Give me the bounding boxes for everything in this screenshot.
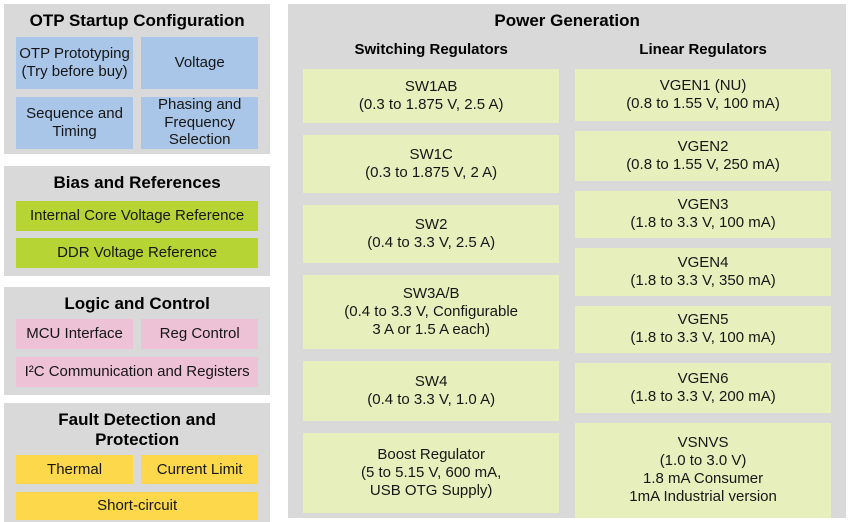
box-current-limit: Current Limit [141,455,259,485]
regulator-spec: (1.0 to 3.0 V) 1.8 mA Consumer 1mA Indus… [629,452,777,506]
box-sw3ab: SW3A/B (0.4 to 3.3 V, Configurable 3 A o… [303,274,560,349]
box-sequence-and-timing: Sequence and Timing [16,96,134,149]
regulator-spec: (5 to 5.15 V, 600 mA, USB OTG Supply) [360,463,502,499]
box-sw4: SW4 (0.4 to 3.3 V, 1.0 A) [303,360,560,421]
power-generation-columns: Switching Regulators SW1AB (0.3 to 1.875… [300,37,834,522]
regulator-spec: (1.8 to 3.3 V, 350 mA) [630,271,776,289]
regulator-name: SW1C [409,145,453,163]
section-power-generation: Power Generation Switching Regulators SW… [288,4,846,518]
box-internal-core-voltage-reference: Internal Core Voltage Reference [16,200,259,231]
section-title-bias: Bias and References [53,173,221,192]
regulator-spec: (0.3 to 1.875 V, 2.5 A) [358,95,504,113]
section-title-power-generation: Power Generation [494,11,640,30]
regulator-spec: (1.8 to 3.3 V, 100 mA) [630,329,776,347]
regulator-name: VGEN6 [677,369,729,387]
box-reg-control: Reg Control [141,319,259,350]
left-column: OTP Startup Configuration OTP Prototypin… [4,4,271,522]
regulator-spec: (0.3 to 1.875 V, 2 A) [365,163,498,181]
box-vgen3: VGEN3 (1.8 to 3.3 V, 100 mA) [575,190,831,238]
fault-box-grid: Thermal Current Limit [16,455,259,485]
box-ddr-voltage-reference: DDR Voltage Reference [16,237,259,268]
regulator-spec: (0.4 to 3.3 V, 2.5 A) [367,233,496,251]
regulator-spec: (0.4 to 3.3 V, 1.0 A) [367,390,496,408]
box-mcu-interface: MCU Interface [16,319,134,350]
section-fault-detection-protection: Fault Detection and Protection Thermal C… [4,403,271,522]
box-vsnvs: VSNVS (1.0 to 3.0 V) 1.8 mA Consumer 1mA… [575,422,831,518]
section-bias-and-references: Bias and References Internal Core Voltag… [4,166,271,276]
heading-linear-regulators: Linear Regulators [639,40,767,58]
box-phasing-frequency-selection: Phasing and Frequency Selection [141,96,259,149]
box-thermal: Thermal [16,455,134,485]
section-title-fault: Fault Detection and Protection [58,410,216,449]
regulator-spec: (1.8 to 3.3 V, 200 mA) [630,387,776,405]
box-sw1c: SW1C (0.3 to 1.875 V, 2 A) [303,134,560,193]
regulator-spec: (0.8 to 1.55 V, 250 mA) [626,155,780,173]
regulator-name: VGEN5 [677,311,729,329]
box-vgen2: VGEN2 (0.8 to 1.55 V, 250 mA) [575,130,831,181]
section-title-otp: OTP Startup Configuration [29,11,245,30]
regulator-name: Boost Regulator [377,445,485,463]
regulator-spec: (0.4 to 3.3 V, Configurable 3 A or 1.5 A… [344,302,519,338]
section-title-logic: Logic and Control [64,293,210,313]
regulator-name: VSNVS [677,434,729,452]
regulator-name: VGEN3 [677,196,729,214]
regulator-name: SW4 [414,372,448,390]
regulator-name: SW3A/B [402,284,460,302]
section-otp-startup-configuration: OTP Startup Configuration OTP Prototypin… [4,4,271,154]
regulator-spec: (0.8 to 1.55 V, 100 mA) [626,94,780,112]
linear-regulators-column: Linear Regulators VGEN1 (NU) (0.8 to 1.5… [575,37,831,522]
switching-regulators-column: Switching Regulators SW1AB (0.3 to 1.875… [303,37,560,522]
box-sw2: SW2 (0.4 to 3.3 V, 2.5 A) [303,204,560,263]
box-vgen6: VGEN6 (1.8 to 3.3 V, 200 mA) [575,362,831,413]
box-short-circuit: Short-circuit [16,492,259,521]
section-logic-and-control: Logic and Control MCU Interface Reg Cont… [4,286,271,396]
box-otp-prototyping: OTP Prototyping (Try before buy) [16,36,134,89]
box-sw1ab: SW1AB (0.3 to 1.875 V, 2.5 A) [303,68,560,123]
regulator-name: VGEN2 [677,137,729,155]
regulator-name: SW1AB [404,77,458,95]
box-vgen5: VGEN5 (1.8 to 3.3 V, 100 mA) [575,305,831,353]
regulator-name: VGEN1 (NU) [659,76,747,94]
box-boost-regulator: Boost Regulator (5 to 5.15 V, 600 mA, US… [303,432,560,513]
logic-box-grid: MCU Interface Reg Control [16,319,259,350]
box-i2c-communication-registers: I²C Communication and Registers [16,357,259,388]
otp-box-grid: OTP Prototyping (Try before buy) Voltage… [16,36,259,149]
heading-switching-regulators: Switching Regulators [354,40,508,58]
regulator-spec: (1.8 to 3.3 V, 100 mA) [630,214,776,232]
box-vgen1: VGEN1 (NU) (0.8 to 1.55 V, 100 mA) [575,68,831,121]
box-voltage: Voltage [141,36,259,89]
box-vgen4: VGEN4 (1.8 to 3.3 V, 350 mA) [575,247,831,296]
regulator-name: SW2 [414,215,448,233]
regulator-name: VGEN4 [677,253,729,271]
